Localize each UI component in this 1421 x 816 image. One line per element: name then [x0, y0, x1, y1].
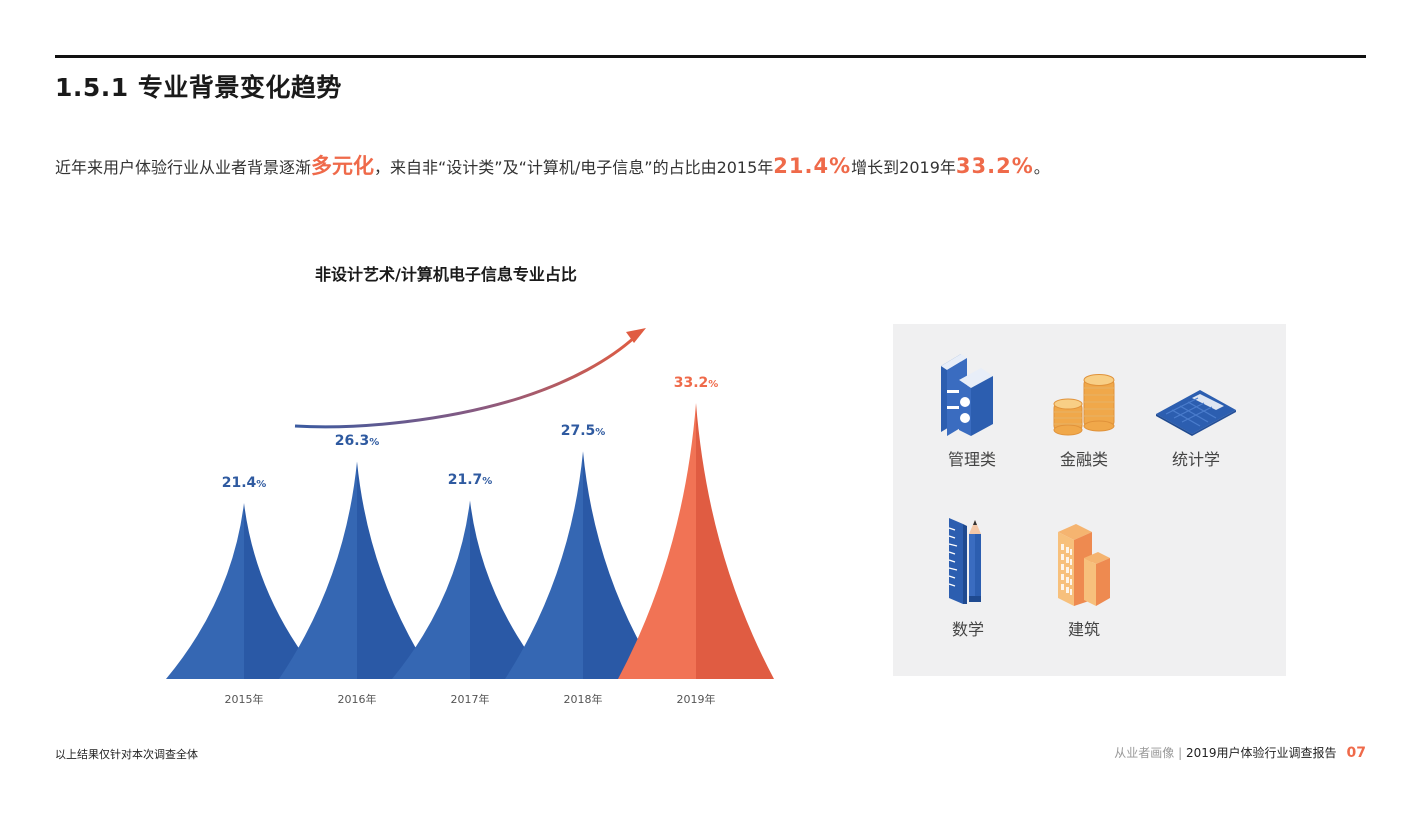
field-item-statistics: 统计学: [1141, 344, 1251, 470]
field-label: 管理类: [947, 450, 996, 469]
summary-part-4: 。: [1033, 158, 1050, 177]
peak-right-face: [696, 403, 774, 679]
ruler-pencil-icon: [913, 514, 1023, 606]
footnote: 以上结果仅针对本次调查全体: [55, 748, 198, 761]
highlight-2019-value: 33.2%: [955, 154, 1034, 178]
field-item-management: 管理类: [917, 344, 1027, 470]
highlight-diversified: 多元化: [311, 154, 375, 178]
data-value-label: 27.5%: [560, 423, 606, 440]
footer-report-title: 2019用户体验行业调查报告: [1185, 746, 1337, 760]
section-title: 1.5.1 专业背景变化趋势: [55, 73, 342, 102]
data-value-label: 21.4%: [221, 475, 267, 491]
footer-section: 从业者画像 |: [1114, 746, 1186, 760]
data-value-label: 26.3%: [334, 433, 380, 450]
field-item-finance: 金融类: [1029, 344, 1139, 470]
summary-part-1: 近年来用户体验行业从业者背景逐渐: [55, 158, 312, 177]
chart-peaks: [166, 403, 774, 679]
top-rule: [55, 55, 1366, 58]
page-number: 07: [1346, 745, 1366, 761]
peak-right-face: [244, 503, 322, 679]
field-label: 数学: [951, 620, 984, 639]
field-label: 建筑: [1067, 620, 1100, 639]
peak-left-face: [505, 451, 583, 679]
highlight-2015-value: 21.4%: [773, 154, 852, 178]
x-axis-year-label: 2015年: [224, 693, 264, 706]
calculator-icon: [1141, 344, 1251, 436]
field-label: 金融类: [1059, 450, 1108, 469]
field-label: 统计学: [1171, 450, 1220, 469]
field-item-math: 数学: [913, 514, 1023, 640]
x-axis-year-label: 2016年: [337, 693, 377, 706]
peak-left-face: [618, 403, 696, 679]
peak-left-face: [279, 461, 357, 679]
data-value-label: 33.2%: [673, 375, 719, 391]
data-value-label: 21.7%: [447, 472, 493, 489]
trend-arrow-line: [294, 334, 638, 429]
books-icon: [917, 344, 1027, 436]
peak-right-face: [470, 500, 548, 679]
coins-icon: [1029, 344, 1139, 436]
x-axis-year-label: 2019年: [676, 693, 716, 706]
x-axis-year-label: 2018年: [563, 693, 603, 706]
chart-title: 非设计艺术/计算机电子信息专业占比: [315, 265, 577, 284]
peak-left-face: [166, 503, 244, 679]
peak-right-face: [357, 461, 435, 679]
peak-left-face: [392, 500, 470, 679]
footer-report-info: 从业者画像 | 2019用户体验行业调查报告 07: [1114, 744, 1366, 761]
summary-text: 近年来用户体验行业从业者背景逐渐多元化，来自非“设计类”及“计算机/电子信息”的…: [55, 150, 1050, 180]
trend-arrow-head-icon: [626, 328, 646, 343]
peak-right-face: [583, 451, 661, 679]
fields-panel: 管理类 金融类: [893, 324, 1286, 676]
x-axis-year-label: 2017年: [450, 693, 490, 706]
summary-part-2: ，来自非“设计类”及“计算机/电子信息”的占比由2015年: [374, 158, 774, 177]
summary-part-3: 增长到2019年: [851, 158, 956, 177]
building-icon: [1029, 514, 1139, 606]
field-item-architecture: 建筑: [1029, 514, 1139, 640]
